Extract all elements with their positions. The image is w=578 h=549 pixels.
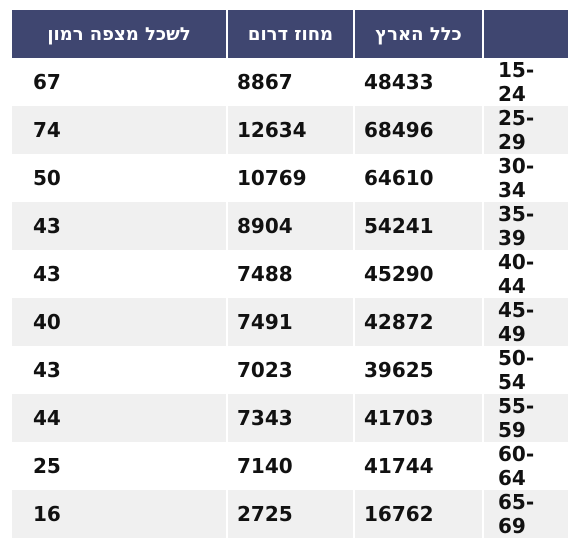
cell-national: 41744 <box>353 442 484 490</box>
header-south-district: מחוז דרום <box>226 10 355 58</box>
data-table: כלל הארץ מחוז דרום לשכל מצפה רמון 15-24 4… <box>10 10 570 538</box>
cell-national: 41703 <box>353 394 484 442</box>
cell-age-group: 15-24 <box>482 58 570 106</box>
cell-age-group: 60-64 <box>482 442 570 490</box>
cell-national: 54241 <box>353 202 484 250</box>
cell-mitzpe-ramon: 16 <box>10 490 228 538</box>
cell-south-district: 10769 <box>226 154 355 202</box>
table-row: 50-54 39625 7023 43 <box>10 346 570 394</box>
cell-south-district: 8867 <box>226 58 355 106</box>
table-row: 25-29 68496 12634 74 <box>10 106 570 154</box>
table-row: 60-64 41744 7140 25 <box>10 442 570 490</box>
cell-mitzpe-ramon: 40 <box>10 298 228 346</box>
table-header: כלל הארץ מחוז דרום לשכל מצפה רמון <box>10 10 570 58</box>
table-row: 30-34 64610 10769 50 <box>10 154 570 202</box>
cell-south-district: 12634 <box>226 106 355 154</box>
cell-mitzpe-ramon: 67 <box>10 58 228 106</box>
cell-age-group: 35-39 <box>482 202 570 250</box>
cell-national: 16762 <box>353 490 484 538</box>
cell-south-district: 8904 <box>226 202 355 250</box>
cell-south-district: 7343 <box>226 394 355 442</box>
cell-south-district: 7491 <box>226 298 355 346</box>
cell-mitzpe-ramon: 43 <box>10 202 228 250</box>
header-mitzpe-ramon: לשכל מצפה רמון <box>10 10 228 58</box>
data-table-container: כלל הארץ מחוז דרום לשכל מצפה רמון 15-24 4… <box>10 10 570 538</box>
cell-mitzpe-ramon: 50 <box>10 154 228 202</box>
table-row: 55-59 41703 7343 44 <box>10 394 570 442</box>
cell-mitzpe-ramon: 44 <box>10 394 228 442</box>
table-row: 40-44 45290 7488 43 <box>10 250 570 298</box>
cell-south-district: 7488 <box>226 250 355 298</box>
cell-south-district: 2725 <box>226 490 355 538</box>
cell-national: 48433 <box>353 58 484 106</box>
cell-age-group: 25-29 <box>482 106 570 154</box>
cell-age-group: 50-54 <box>482 346 570 394</box>
cell-mitzpe-ramon: 25 <box>10 442 228 490</box>
header-age-group <box>482 10 570 58</box>
table-body: 15-24 48433 8867 67 25-29 68496 12634 74 30-34 64… <box>10 58 570 538</box>
cell-national: 39625 <box>353 346 484 394</box>
cell-national: 68496 <box>353 106 484 154</box>
cell-age-group: 55-59 <box>482 394 570 442</box>
cell-age-group: 65-69 <box>482 490 570 538</box>
table-row: 45-49 42872 7491 40 <box>10 298 570 346</box>
cell-national: 64610 <box>353 154 484 202</box>
cell-mitzpe-ramon: 43 <box>10 250 228 298</box>
cell-mitzpe-ramon: 43 <box>10 346 228 394</box>
table-row: 35-39 54241 8904 43 <box>10 202 570 250</box>
table-row: 65-69 16762 2725 16 <box>10 490 570 538</box>
cell-south-district: 7023 <box>226 346 355 394</box>
header-row: כלל הארץ מחוז דרום לשכל מצפה רמון <box>10 10 570 58</box>
cell-age-group: 40-44 <box>482 250 570 298</box>
cell-national: 42872 <box>353 298 484 346</box>
table-row: 15-24 48433 8867 67 <box>10 58 570 106</box>
cell-south-district: 7140 <box>226 442 355 490</box>
cell-age-group: 45-49 <box>482 298 570 346</box>
cell-national: 45290 <box>353 250 484 298</box>
cell-age-group: 30-34 <box>482 154 570 202</box>
header-national: כלל הארץ <box>353 10 484 58</box>
cell-mitzpe-ramon: 74 <box>10 106 228 154</box>
